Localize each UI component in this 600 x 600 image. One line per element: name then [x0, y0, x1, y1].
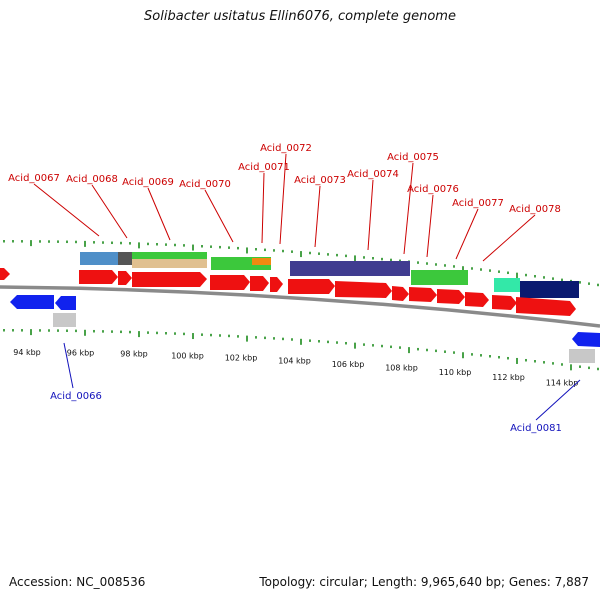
forward-gene-arrow[interactable]: [288, 279, 335, 294]
scale-tick-label: 102 kbp: [225, 354, 258, 363]
feature-box-0069b[interactable]: [132, 259, 207, 268]
scale-tick-label: 94 kbp: [13, 348, 41, 357]
rna-feature[interactable]: [569, 349, 595, 363]
gene-labels: Acid_0067 Acid_0068 Acid_0069 Acid_0070 Acid…: [8, 143, 581, 434]
feature-box-0078[interactable]: [520, 281, 579, 298]
feature-box-0071[interactable]: [252, 258, 271, 265]
rna-feature[interactable]: [53, 313, 76, 327]
scale-tick-label: 104 kbp: [278, 356, 311, 365]
reverse-gene-arrow[interactable]: [10, 295, 54, 309]
reverse-label-leader: [63, 342, 74, 389]
forward-gene-arrow[interactable]: [465, 292, 489, 307]
forward-gene-label[interactable]: Acid_0068: [66, 174, 118, 185]
scale-tick-label: 112 kbp: [492, 373, 525, 382]
scale-tick-label: 96 kbp: [67, 349, 95, 358]
feature-box-0068b[interactable]: [118, 252, 132, 265]
forward-label-leader: [482, 214, 536, 262]
forward-gene-arrow[interactable]: [79, 270, 118, 284]
scale-tick-label: 100 kbp: [171, 351, 204, 360]
forward-gene-label[interactable]: Acid_0072: [260, 143, 312, 154]
feature-box-0073[interactable]: [290, 261, 410, 276]
forward-label-leader: [91, 184, 128, 239]
forward-gene-arrow[interactable]: [118, 271, 132, 285]
forward-genes: [0, 268, 576, 316]
inner-tick-row: [3, 329, 599, 371]
forward-gene-arrow[interactable]: [392, 286, 409, 301]
reverse-gene-label[interactable]: Acid_0066: [50, 391, 102, 402]
reverse-gene-arrow[interactable]: [55, 296, 76, 310]
forward-label-leader: [147, 187, 171, 241]
forward-gene-arrow[interactable]: [335, 281, 392, 298]
forward-label-leader: [261, 172, 265, 244]
reverse-gene-label[interactable]: Acid_0081: [510, 423, 562, 434]
reverse-genes: [10, 295, 600, 347]
reverse-label-leader: [535, 379, 581, 421]
feature-box-0069a[interactable]: [132, 252, 207, 259]
rna-features: [53, 313, 595, 363]
scale-tick-label: 114 kbp: [546, 379, 579, 388]
forward-gene-arrow[interactable]: [492, 295, 517, 310]
forward-gene-label[interactable]: Acid_0067: [8, 173, 60, 184]
forward-gene-label[interactable]: Acid_0073: [294, 175, 346, 186]
reverse-gene-arrow[interactable]: [572, 332, 600, 347]
feature-box-0076[interactable]: [411, 270, 468, 285]
forward-gene-label[interactable]: Acid_0075: [387, 152, 439, 163]
forward-gene-arrow[interactable]: [516, 297, 576, 316]
forward-gene-arrow[interactable]: [409, 287, 437, 302]
forward-gene-arrow[interactable]: [270, 277, 283, 292]
forward-label-leader: [367, 179, 374, 251]
forward-gene-label[interactable]: Acid_0069: [122, 177, 174, 188]
accession-text: Accession: NC_008536: [9, 575, 146, 589]
forward-gene-label[interactable]: Acid_0074: [347, 169, 399, 180]
feature-box-0068a[interactable]: [80, 252, 118, 265]
genome-backbone: [0, 285, 600, 328]
genome-summary-text: Topology: circular; Length: 9,965,640 bp…: [259, 575, 589, 589]
forward-gene-arrow[interactable]: [250, 276, 269, 291]
forward-label-leader: [314, 185, 321, 248]
forward-gene-label[interactable]: Acid_0071: [238, 162, 290, 173]
forward-gene-arrow[interactable]: [132, 272, 207, 287]
forward-gene-arrow[interactable]: [210, 275, 250, 290]
forward-label-leader: [204, 189, 234, 243]
forward-gene-label[interactable]: Acid_0077: [452, 198, 504, 209]
forward-gene-label[interactable]: Acid_0070: [179, 179, 231, 190]
forward-gene-label[interactable]: Acid_0078: [509, 204, 561, 215]
forward-label-leader: [279, 153, 287, 245]
forward-label-leader: [455, 208, 479, 260]
scale-tick-label: 108 kbp: [385, 364, 418, 373]
map-title: Solibacter usitatus Ellin6076, complete …: [144, 9, 456, 24]
scale-tick-label: 106 kbp: [332, 360, 365, 369]
feature-boxes: [80, 252, 579, 298]
forward-gene-label[interactable]: Acid_0076: [407, 184, 459, 195]
scale-labels: 94 kbp 96 kbp 98 kbp 100 kbp 102 kbp 104 kbp 1…: [13, 348, 578, 388]
forward-gene-arrow[interactable]: [437, 289, 465, 304]
feature-box-0077[interactable]: [494, 278, 520, 292]
forward-label-leader: [426, 194, 434, 258]
forward-label-leader: [403, 162, 414, 255]
scale-tick-label: 110 kbp: [439, 368, 472, 377]
scale-tick-label: 98 kbp: [120, 350, 148, 359]
forward-gene-arrow[interactable]: [0, 268, 10, 280]
forward-label-leader: [33, 183, 100, 237]
